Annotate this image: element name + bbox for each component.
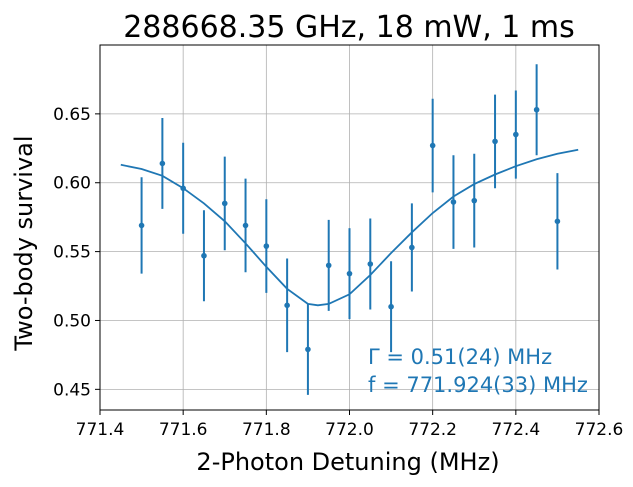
y-tick-label: 0.45 (53, 380, 91, 400)
x-tick-label: 771.4 (76, 420, 125, 440)
annotation-frequency: f = 771.924(33) MHz (368, 373, 588, 397)
x-tick-label: 772.6 (575, 420, 624, 440)
data-point (180, 185, 186, 192)
data-point (325, 262, 332, 269)
y-axis-label: Two-body survival (10, 135, 38, 351)
data-point (263, 243, 270, 249)
x-axis-label: 2-Photon Detuning (MHz) (196, 448, 499, 476)
y-tick-label: 0.50 (53, 311, 91, 331)
data-point (471, 197, 478, 204)
annotation-gamma: Γ = 0.51(24) MHz (368, 345, 552, 369)
data-point (388, 303, 394, 310)
data-point (429, 142, 436, 149)
data-point (513, 131, 519, 138)
y-ticks: 0.45 0.50 0.55 0.60 0.65 (53, 105, 100, 400)
data-point (221, 200, 228, 207)
data-point (305, 346, 311, 353)
y-tick-label: 0.55 (53, 243, 91, 263)
data-point (201, 252, 207, 259)
fit-curve (120, 148, 579, 307)
data-point (242, 222, 249, 229)
data-point (367, 261, 374, 267)
data-point (409, 244, 415, 251)
data-point (138, 222, 145, 229)
x-tick-label: 772.4 (491, 420, 540, 440)
data-point (284, 302, 290, 309)
chart-title: 288668.35 GHz, 18 mW, 1 ms (123, 10, 575, 45)
fit-layer (120, 148, 579, 307)
data-point (533, 106, 540, 113)
x-ticks: 771.4 771.6 771.8 772.0 772.2 772.4 772.6 (76, 410, 624, 440)
x-tick-label: 772.0 (325, 420, 374, 440)
data-point (450, 199, 457, 205)
data-point (554, 218, 561, 225)
x-tick-label: 771.8 (242, 420, 291, 440)
x-tick-label: 771.6 (159, 420, 208, 440)
points-layer (138, 64, 561, 395)
data-point (492, 138, 498, 145)
data-point (346, 270, 353, 277)
data-point (159, 160, 166, 167)
y-tick-label: 0.60 (53, 174, 91, 194)
x-tick-label: 772.2 (408, 420, 457, 440)
y-tick-label: 0.65 (53, 105, 91, 125)
